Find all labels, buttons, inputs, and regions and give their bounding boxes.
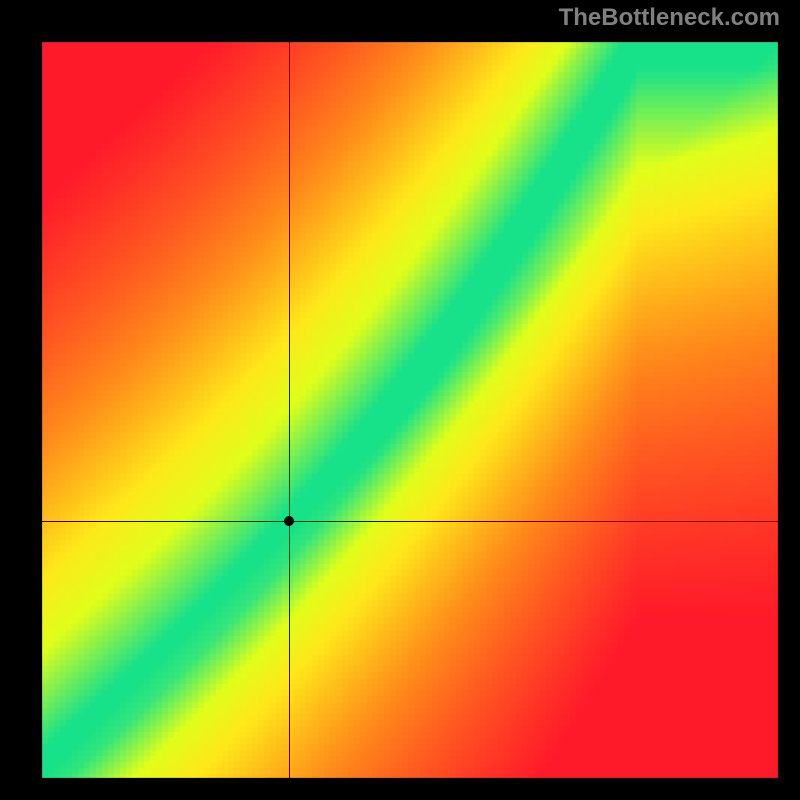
- heatmap-canvas: [0, 0, 800, 800]
- watermark-text: TheBottleneck.com: [559, 4, 780, 32]
- chart-container: TheBottleneck.com: [0, 0, 800, 800]
